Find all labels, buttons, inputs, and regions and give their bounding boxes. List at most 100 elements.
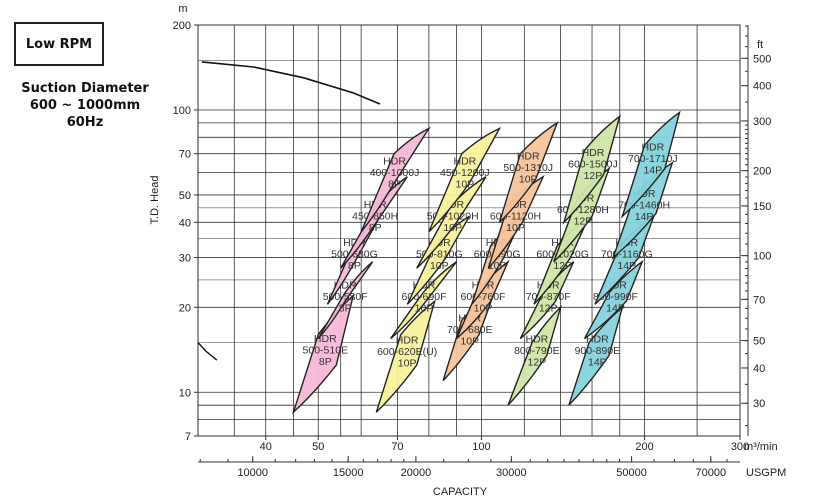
- y-tick-label: 70: [179, 149, 191, 161]
- zone-label: 900-890E: [575, 345, 621, 357]
- zone-label: 500-1310J: [503, 162, 553, 174]
- x-unit-label: m³/min: [744, 441, 778, 453]
- zone-label: 12P: [539, 303, 558, 315]
- zone-label: 700-870F: [526, 291, 571, 303]
- spec-info: Suction Diameter 600 ~ 1000mm 60Hz: [10, 80, 160, 131]
- zone-label: HDR: [314, 333, 337, 345]
- zone-label: 10P: [443, 222, 462, 234]
- zone-label: 600-760F: [461, 291, 506, 303]
- zone-label: HDR: [582, 147, 605, 159]
- zone-label: 14P: [588, 357, 607, 369]
- zone-500-580f: [317, 261, 374, 340]
- y-tick-label: 20: [179, 302, 191, 314]
- zone-label: 700-1160G: [601, 249, 653, 261]
- zone-label: 14P: [606, 303, 625, 315]
- zone-label: 8P: [348, 260, 361, 272]
- zone-label: 800-790E: [514, 345, 560, 357]
- zone-500-1310j: [498, 121, 559, 223]
- ft-tick-label: 50: [753, 336, 765, 348]
- suction-diameter-label: Suction Diameter: [21, 81, 149, 96]
- zone-label: 14P: [635, 211, 654, 223]
- usgpm-tick-label: 20000: [401, 467, 432, 479]
- ft-tick-label: 400: [753, 81, 771, 93]
- zone-label: 10P: [519, 173, 538, 185]
- zone-label: 14P: [643, 165, 662, 177]
- rpm-label: Low RPM: [25, 36, 93, 52]
- zone-600-690f: [390, 261, 458, 340]
- x-tick-label: 70: [391, 441, 403, 453]
- zone-label: 10P: [460, 335, 479, 347]
- zone-label: 14P: [617, 260, 636, 272]
- zone-label: 8P: [319, 356, 332, 368]
- zone-900-890e: [568, 305, 624, 406]
- ft-tick-label: 150: [753, 201, 771, 213]
- zone-700-1710j: [620, 110, 681, 219]
- zone-400-1000j: [360, 126, 431, 233]
- zone-600-1500j: [562, 114, 621, 225]
- zone-label: 600-1120H: [490, 211, 541, 223]
- y-tick-label: 200: [173, 20, 191, 32]
- zone-label: 10P: [456, 178, 475, 190]
- usgpm-tick-label: 30000: [496, 467, 527, 479]
- y-tick-label: 50: [179, 190, 191, 202]
- zone-450-1200j: [428, 126, 502, 233]
- ft-unit-label: ft: [757, 39, 763, 51]
- zone-800-790e: [507, 305, 562, 406]
- hook-curve: [197, 342, 218, 361]
- y-axis-title: T.D. Head: [149, 176, 161, 225]
- usgpm-tick-label: 15000: [333, 467, 364, 479]
- x-axis-title: CAPACITY: [433, 486, 488, 498]
- ft-tick-label: 300: [753, 116, 771, 128]
- ft-tick-label: 40: [753, 363, 765, 375]
- zone-label: HDR: [525, 334, 548, 346]
- zone-label: HDR: [396, 334, 419, 346]
- diameter-range-label: 600 ~ 1000mm: [29, 98, 141, 113]
- zone-label: 10P: [474, 303, 493, 315]
- zone-label: 10P: [398, 357, 417, 369]
- zone-label: 400-1000J: [370, 167, 420, 179]
- x-tick-label: 200: [635, 441, 653, 453]
- zone-800-990f: [583, 259, 644, 340]
- y-tick-label: 7: [185, 431, 191, 443]
- zone-label: 450-1200J: [440, 167, 490, 179]
- zone-label: HDR: [641, 142, 664, 154]
- usgpm-unit-label: USGPM: [746, 467, 786, 479]
- ft-tick-label: 70: [753, 294, 765, 306]
- ft-tick-label: 30: [753, 398, 765, 410]
- zone-label: 500-510E: [303, 344, 349, 356]
- zone-label: 700-1710J: [628, 153, 678, 165]
- y-tick-label: 40: [179, 217, 191, 229]
- zone-label: HDR: [517, 150, 540, 162]
- usgpm-tick-label: 10000: [237, 467, 268, 479]
- zones-group: HDR500-510E8PHDR500-580F8PHDR500-680G8PH…: [291, 110, 681, 415]
- zone-label: 8P: [369, 222, 382, 234]
- zone-label: 450-850H: [352, 211, 398, 223]
- y-tick-label: 100: [173, 105, 191, 117]
- zone-label: 600-620E(U): [377, 346, 437, 358]
- zone-label: 12P: [528, 357, 547, 369]
- zone-label: 10P: [506, 222, 525, 234]
- ft-tick-label: 200: [753, 166, 771, 178]
- x-tick-label: 40: [260, 441, 272, 453]
- zone-label: 12P: [584, 170, 603, 182]
- zone-label: 500-680G: [331, 249, 378, 261]
- zone-label: 600-1280H: [557, 204, 609, 216]
- grid-lines: [197, 24, 741, 437]
- zone-label: 10P: [430, 260, 449, 272]
- zone-label: 8P: [339, 303, 352, 315]
- zone-label: 10P: [415, 303, 434, 315]
- x-tick-label: 300: [731, 441, 749, 453]
- rpm-badge: Low RPM: [14, 22, 104, 66]
- zone-600-620eu: [375, 299, 436, 413]
- x-axis: 40 50 70 100 200 300: [260, 436, 749, 453]
- zone-label: 8P: [388, 178, 401, 190]
- x-tick-label: 100: [472, 441, 490, 453]
- frequency-label: 60Hz: [66, 115, 104, 130]
- x-tick-label: 50: [312, 441, 324, 453]
- y-tick-label: 10: [179, 387, 191, 399]
- zone-label: 600-1020G: [536, 249, 589, 261]
- y-unit-label: m: [178, 3, 187, 15]
- zone-label: HDR: [586, 334, 609, 346]
- zone-label: HDR: [383, 155, 406, 167]
